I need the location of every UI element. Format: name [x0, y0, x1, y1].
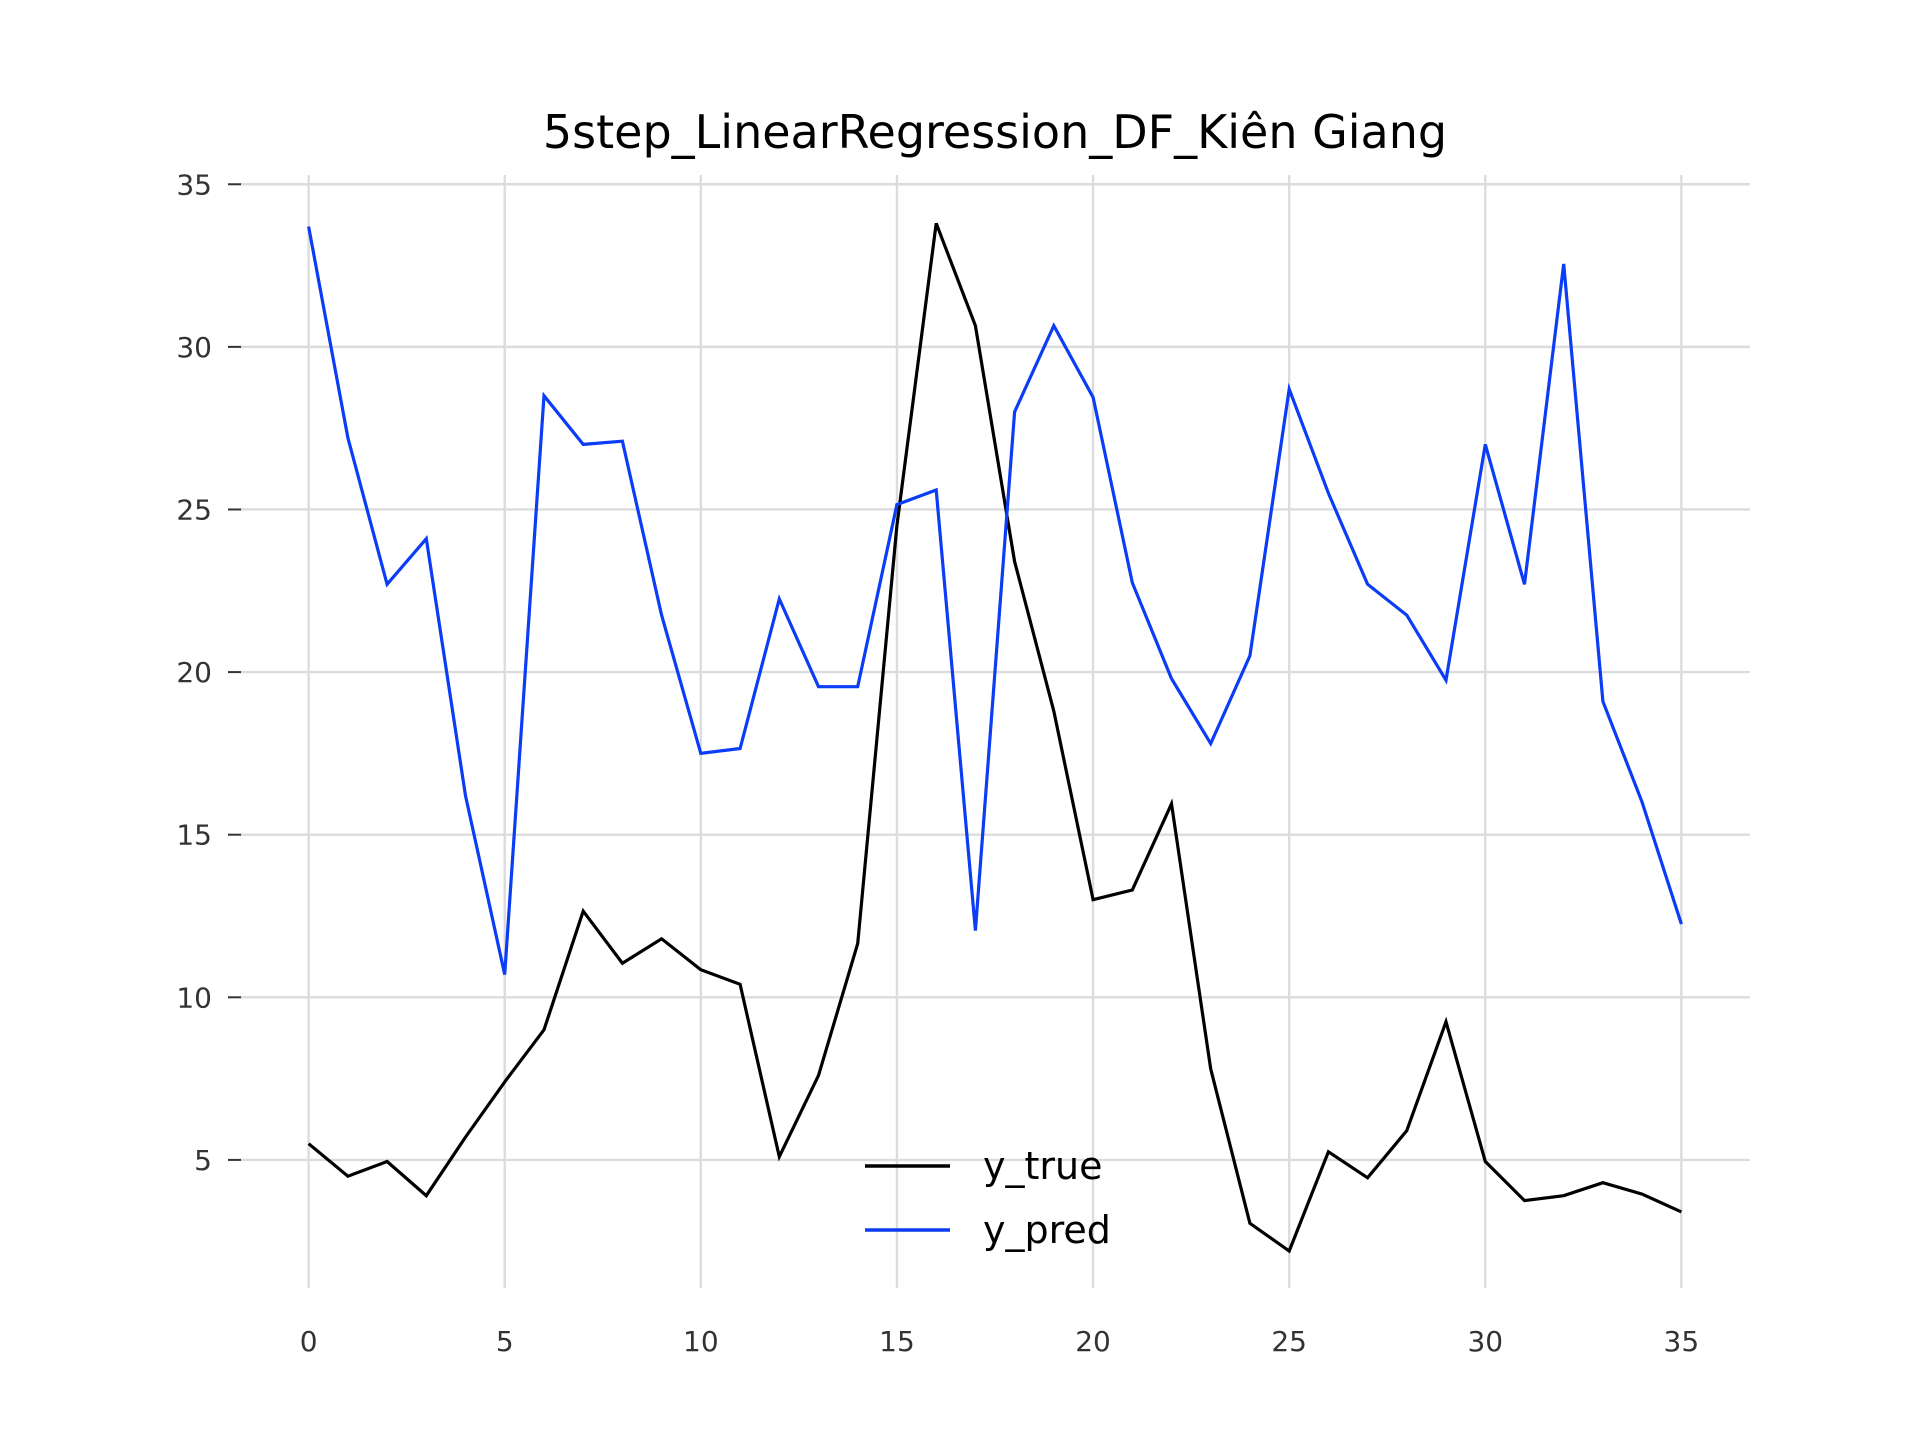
- x-tick-label: 20: [1075, 1325, 1111, 1358]
- y-tick-label: 35: [176, 168, 212, 201]
- grid: [240, 175, 1750, 1288]
- y-tick-label: 25: [176, 493, 212, 526]
- y-axis: 5 10 15 20 25 30 35: [176, 168, 241, 1177]
- legend-label-y-pred: y_pred: [983, 1208, 1111, 1252]
- x-tick-label: 15: [879, 1325, 915, 1358]
- legend: y_true y_pred: [865, 1144, 1111, 1252]
- series-line-y-true: [307, 222, 1683, 1254]
- x-tick-label: 30: [1467, 1325, 1503, 1358]
- x-tick-label: 5: [496, 1325, 514, 1358]
- series-line-y-pred: [307, 226, 1683, 975]
- series-lines: [307, 222, 1683, 1254]
- x-axis: 0 5 10 15 20 25 30 35: [300, 1325, 1699, 1358]
- x-tick-label: 10: [683, 1325, 719, 1358]
- y-tick-label: 10: [176, 981, 212, 1014]
- y-tick-label: 20: [176, 656, 212, 689]
- y-tick-label: 5: [194, 1144, 212, 1177]
- x-tick-label: 0: [300, 1325, 318, 1358]
- x-tick-label: 35: [1664, 1325, 1700, 1358]
- x-tick-label: 25: [1271, 1325, 1307, 1358]
- y-tick-label: 30: [176, 331, 212, 364]
- y-tick-label: 15: [176, 819, 212, 852]
- legend-label-y-true: y_true: [983, 1144, 1102, 1188]
- chart-title: 5step_LinearRegression_DF_Kiên Giang: [543, 105, 1447, 159]
